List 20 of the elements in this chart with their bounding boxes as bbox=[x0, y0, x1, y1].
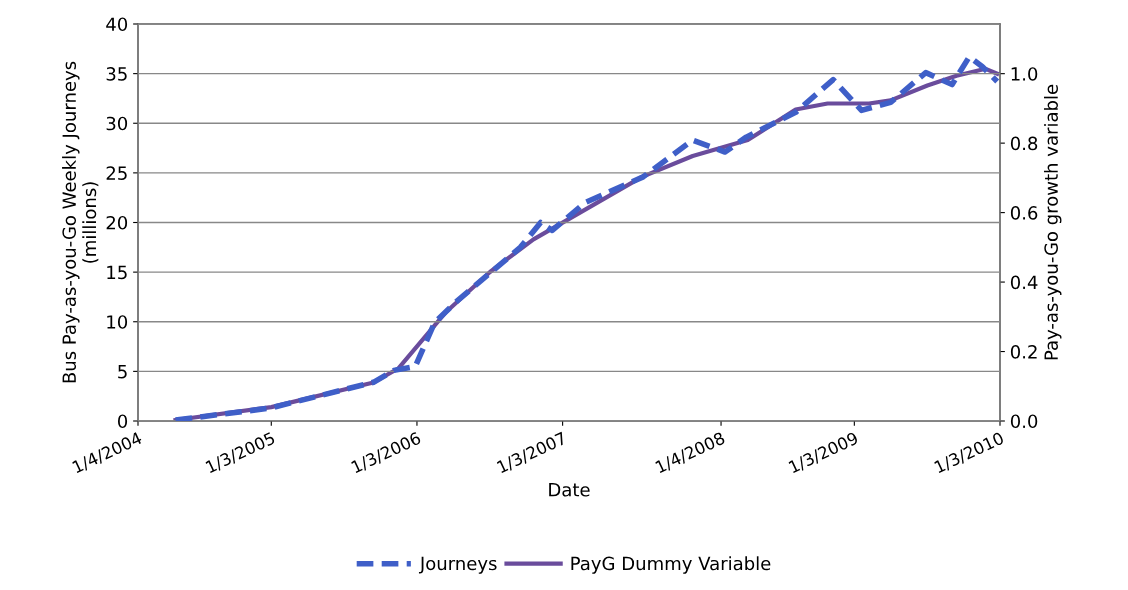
y-tick-label: 15 bbox=[107, 265, 127, 280]
x-axis-title: Date bbox=[549, 483, 590, 497]
y-tick-label: 25 bbox=[106, 166, 127, 180]
y2-tick-label: 0.8 bbox=[1010, 136, 1038, 151]
y-tick-label: 20 bbox=[106, 215, 128, 230]
y-axis-title: Bus Pay-as-you-Go Weekly Journeys (millions) bbox=[62, 61, 99, 383]
y-tick-label: 10 bbox=[107, 315, 128, 329]
y2-tick-label: 0.2 bbox=[1010, 344, 1037, 359]
y-tick-label: 0 bbox=[117, 414, 128, 429]
y2-tick-label: 1.0 bbox=[1011, 67, 1038, 81]
y-tick-label: 35 bbox=[106, 67, 127, 81]
legend-label: PayG Dummy Variable bbox=[571, 556, 771, 574]
y-tick-label: 30 bbox=[106, 116, 128, 131]
y-tick-label: 5 bbox=[118, 365, 127, 379]
y2-tick-label: 0.0 bbox=[1010, 414, 1038, 429]
y2-axis-title: Pay-as-you-Go growth variable bbox=[1043, 84, 1062, 360]
y2-tick-label: 0.6 bbox=[1010, 206, 1038, 220]
y2-tick-label: 0.4 bbox=[1010, 275, 1038, 290]
legend-label: Journeys bbox=[418, 556, 497, 574]
y-tick-label: 40 bbox=[106, 17, 128, 32]
